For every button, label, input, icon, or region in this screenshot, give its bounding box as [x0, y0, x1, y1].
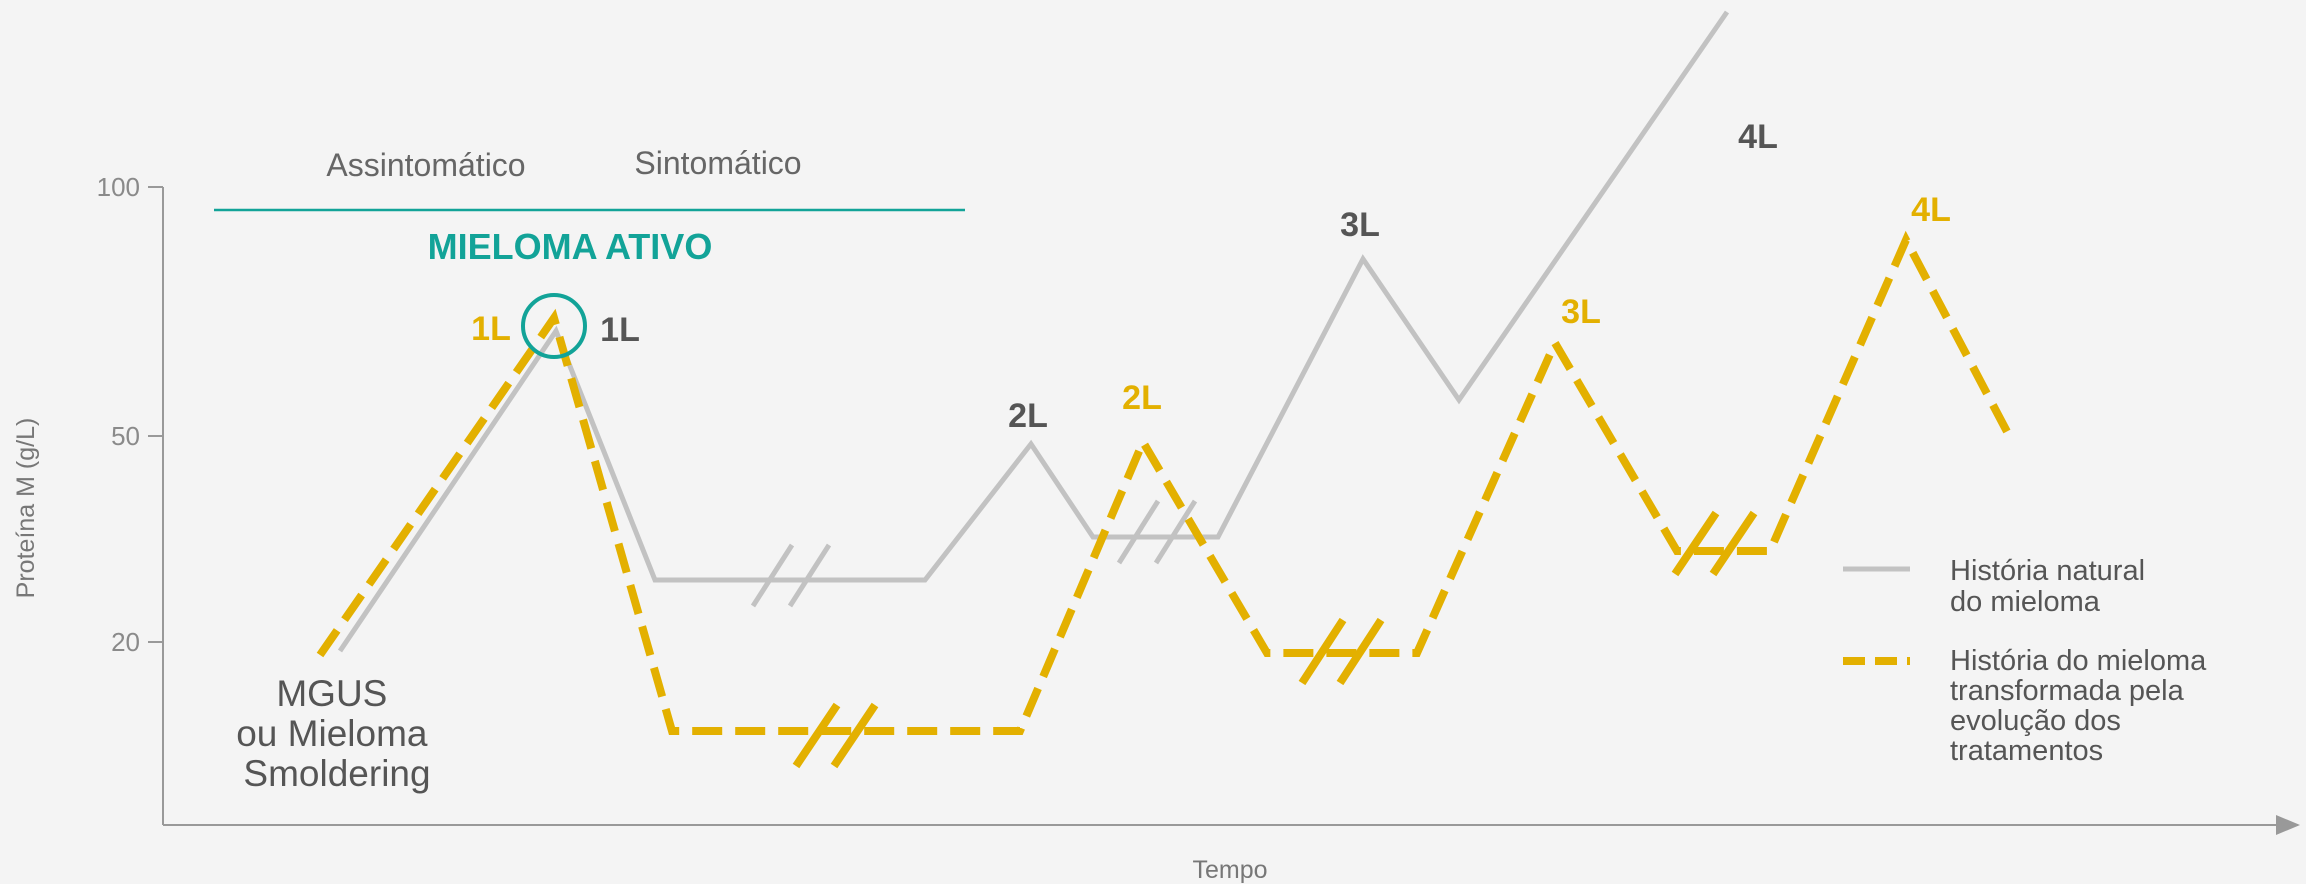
- series-treated-line: [316, 230, 2017, 735]
- legend-natural-line-1: História natural: [1950, 555, 2145, 587]
- natural-label-4l: 4L: [1738, 118, 1778, 156]
- phase-label-symptomatic: Sintomático: [634, 145, 801, 181]
- mgus-label-line-3: Smoldering: [243, 753, 430, 794]
- legend-natural-line-2: do mieloma: [1950, 586, 2101, 618]
- legend: História natural do mieloma História do …: [1843, 555, 2214, 767]
- legend-treated-line-4: tratamentos: [1950, 735, 2103, 767]
- treated-label-2l: 2L: [1122, 379, 1162, 417]
- legend-treated-line-2: transformada pela: [1950, 675, 2185, 707]
- y-tick-100: 100: [97, 172, 163, 202]
- natural-label-2l: 2L: [1008, 397, 1048, 435]
- legend-label-treated: História do mieloma transformada pela ev…: [1950, 645, 2214, 767]
- mgus-label-line-1: MGUS: [276, 673, 387, 714]
- legend-label-natural: História natural do mieloma: [1950, 555, 2153, 618]
- y-tick-label-50: 50: [111, 421, 140, 451]
- first-line-highlight-circle: [521, 293, 587, 359]
- x-axis-title: Tempo: [1192, 856, 1267, 884]
- y-tick-label-20: 20: [111, 627, 140, 657]
- natural-label-3l: 3L: [1340, 206, 1380, 244]
- mgus-label-line-2: ou Mieloma: [236, 713, 428, 754]
- y-tick-50: 50: [111, 421, 163, 451]
- active-myeloma-label: MIELOMA ATIVO: [428, 226, 713, 267]
- y-tick-label-100: 100: [97, 172, 140, 202]
- y-axis-title: Proteína M (g/L): [12, 418, 40, 599]
- mgus-label: MGUS ou Mieloma Smoldering: [236, 673, 438, 794]
- treated-label-1l: 1L: [471, 310, 511, 348]
- phase-label-asymptomatic: Assintomático: [326, 147, 525, 183]
- legend-treated-line-3: evolução dos: [1950, 705, 2121, 737]
- y-tick-20: 20: [111, 627, 163, 657]
- series-natural-line: [337, 10, 1730, 653]
- legend-treated-line-1: História do mieloma: [1950, 645, 2207, 677]
- natural-break-marks: [750, 499, 1198, 608]
- treated-break-marks: [792, 510, 1758, 769]
- treated-label-4l: 4L: [1911, 191, 1951, 229]
- natural-label-1l: 1L: [600, 311, 640, 349]
- treated-label-3l: 3L: [1561, 293, 1601, 331]
